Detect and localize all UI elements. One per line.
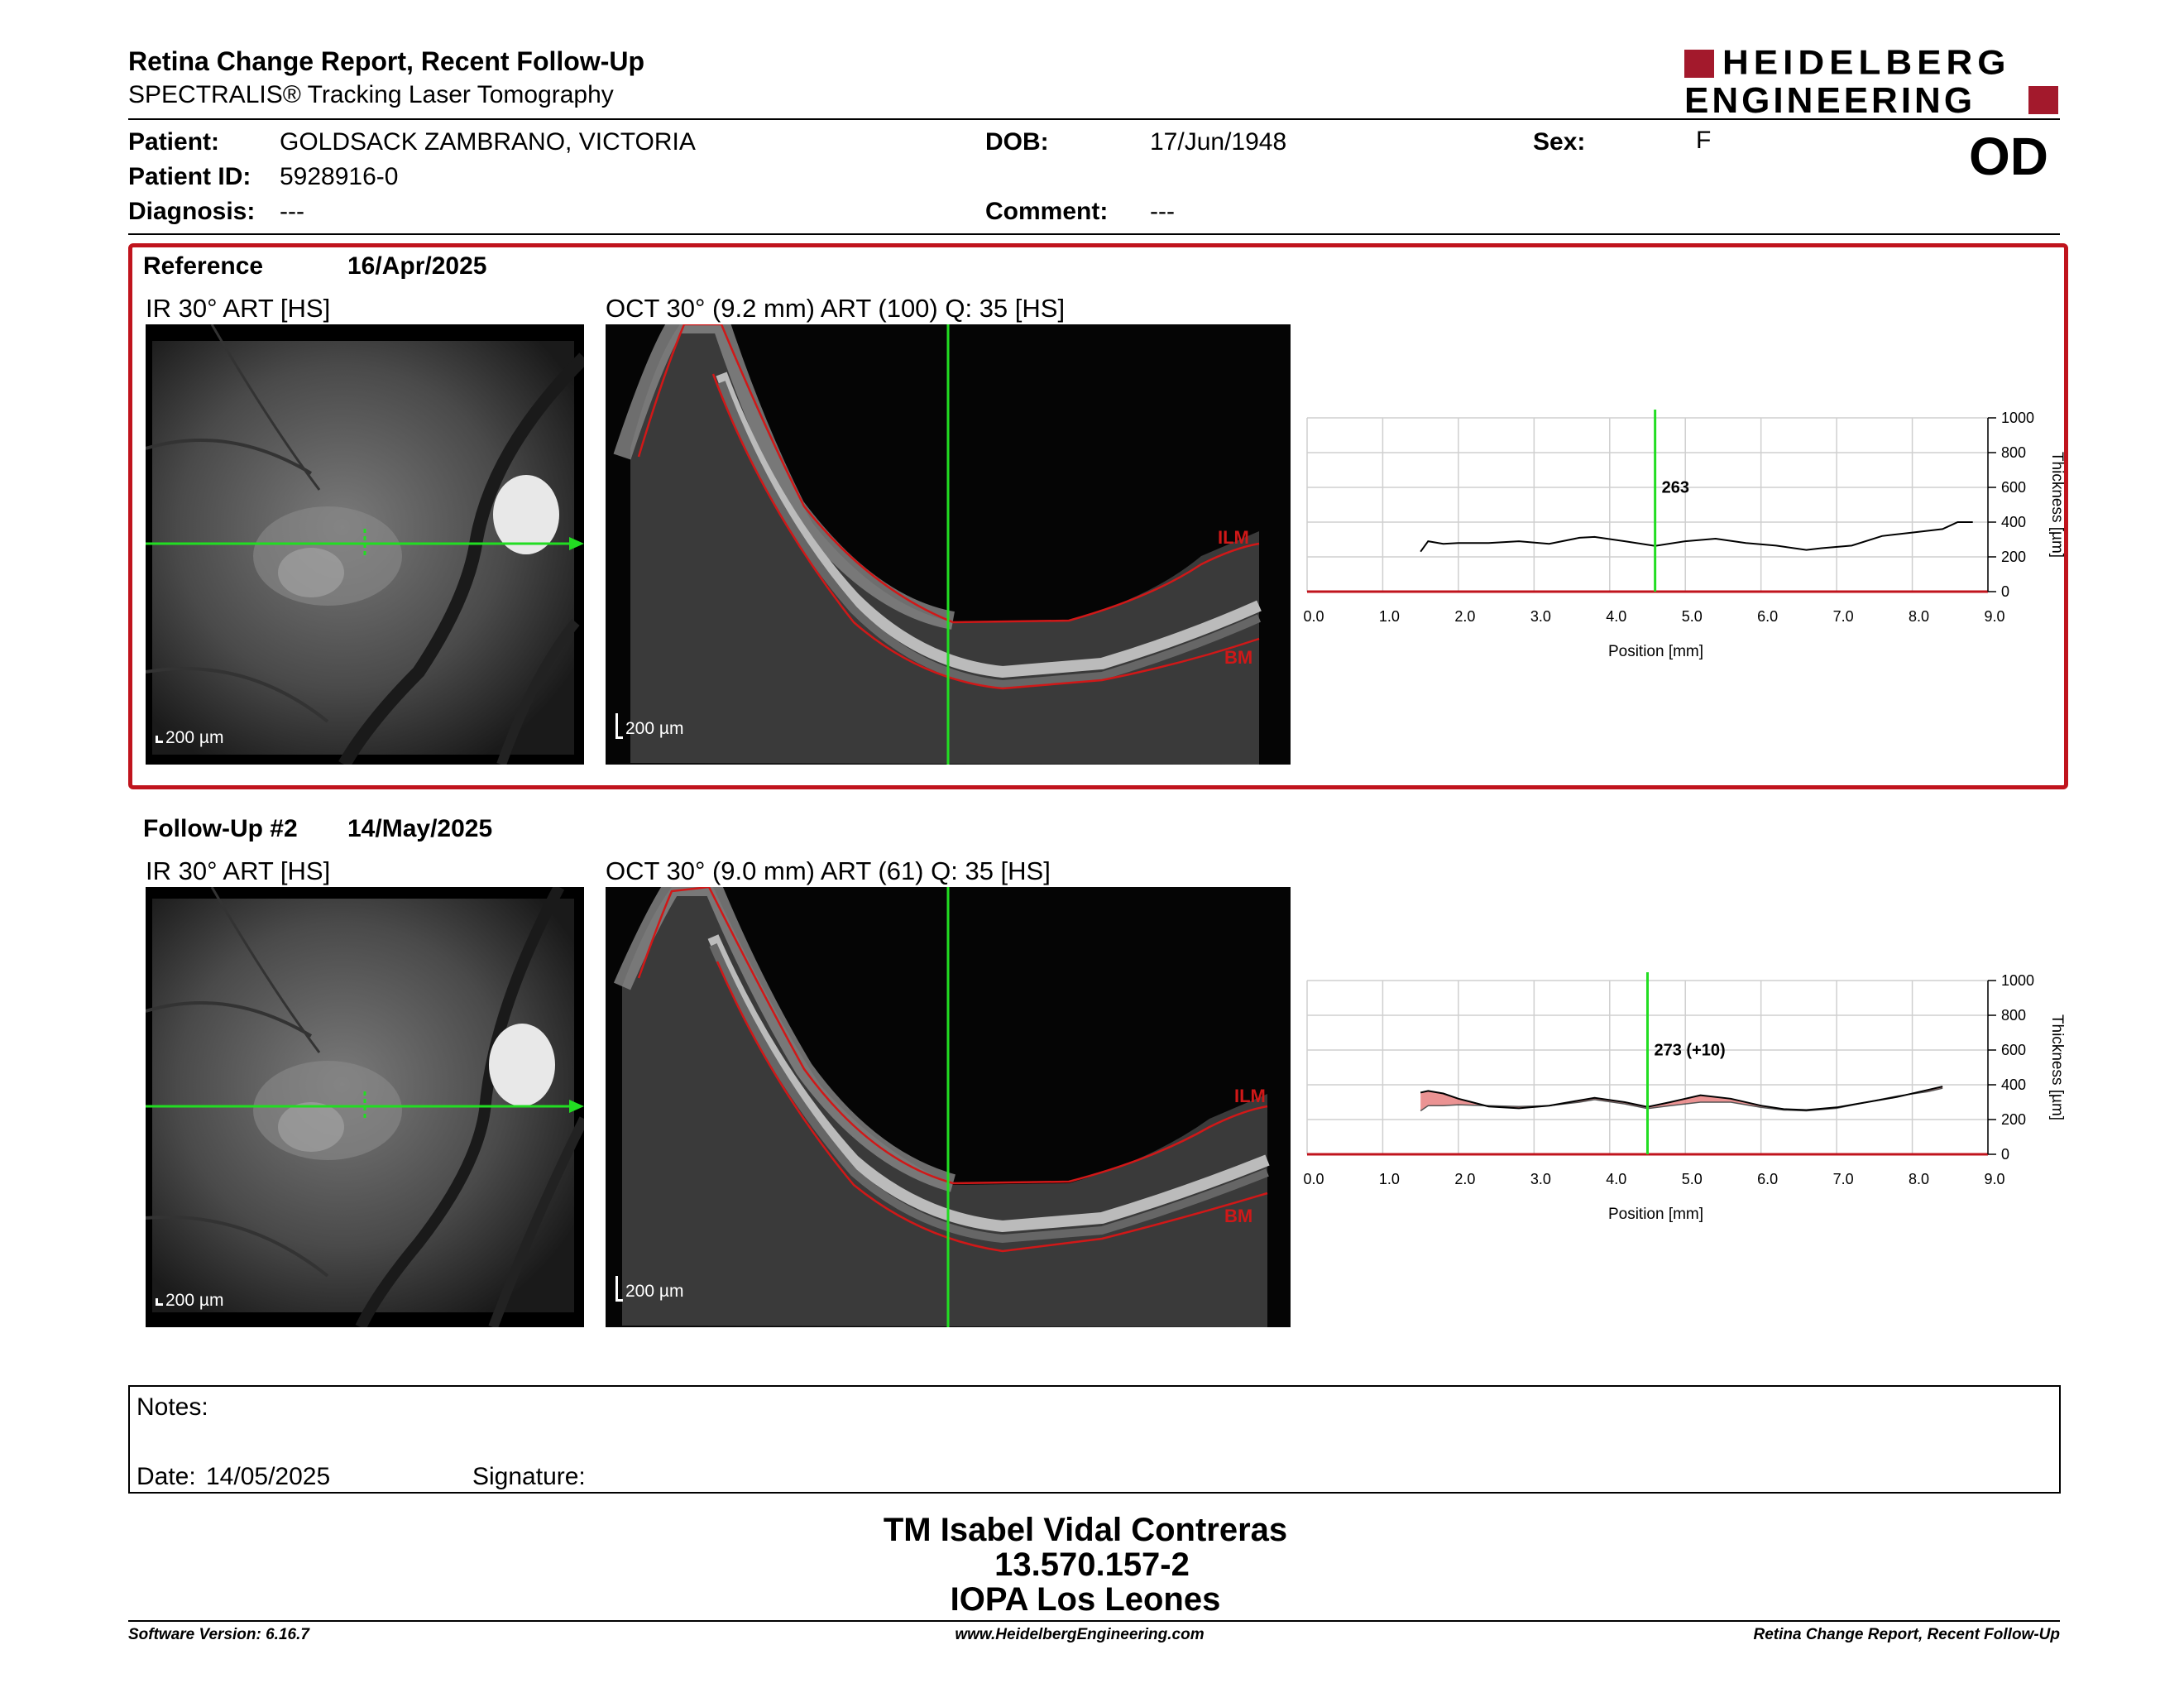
heidelberg-logo: HEIDELBERG ENGINEERING bbox=[1684, 43, 2065, 121]
logo-text-line2: ENGINEERING bbox=[1684, 80, 1976, 121]
reference-frame bbox=[128, 243, 2068, 789]
reference-x-tick-label: 3.0 bbox=[1530, 608, 1551, 625]
reference-x-tick-label: 6.0 bbox=[1757, 608, 1778, 625]
followup-y-axis-label: Thickness [µm] bbox=[2048, 1014, 2066, 1120]
followup-label: Follow-Up #2 bbox=[143, 815, 298, 842]
reference-x-tick-label: 8.0 bbox=[1909, 608, 1929, 625]
logo-text-line1: HEIDELBERG bbox=[1722, 43, 2011, 82]
logo-square-bottom bbox=[2028, 86, 2058, 114]
reference-oct-title: OCT 30° (9.2 mm) ART (100) Q: 35 [HS] bbox=[606, 294, 1066, 323]
notes-label: Notes: bbox=[136, 1393, 208, 1421]
sex-label: Sex: bbox=[1533, 128, 1586, 156]
followup-y-tick-label: 200 bbox=[2001, 1111, 2026, 1128]
notes-date-label: Date: bbox=[136, 1463, 196, 1490]
followup-y-tick-label: 0 bbox=[2001, 1146, 2009, 1163]
reference-label: Reference bbox=[143, 252, 264, 280]
signer-id: 13.570.157-2 bbox=[994, 1547, 1190, 1583]
reference-y-axis-label: Thickness [µm] bbox=[2048, 452, 2066, 558]
followup-date: 14/May/2025 bbox=[347, 815, 493, 842]
logo-square-top bbox=[1684, 50, 1714, 78]
followup-x-tick-label: 7.0 bbox=[1833, 1171, 1854, 1187]
reference-x-tick-label: 7.0 bbox=[1833, 608, 1854, 625]
reference-ir-fundus-image: 200 µm bbox=[146, 324, 584, 765]
followup-y-tick-label: 800 bbox=[2001, 1007, 2026, 1024]
diagnosis-value: --- bbox=[280, 198, 304, 225]
followup-x-tick-label: 2.0 bbox=[1454, 1171, 1475, 1187]
followup-x-axis-label: Position [mm] bbox=[1608, 1206, 1703, 1223]
followup-oct-bscan: ILM BM 200 µm bbox=[606, 887, 1291, 1327]
followup-y-tick-label: 1000 bbox=[2001, 972, 2034, 989]
header-rule bbox=[128, 118, 2060, 120]
reference-x-tick-label: 9.0 bbox=[1984, 608, 2004, 625]
signer-name: TM Isabel Vidal Contreras bbox=[883, 1512, 1288, 1548]
followup-thickness-chart: 0.0 1.0 2.0 3.0 4.0 5.0 6.0 7.0 8.0 9.0 0 200 400 600… bbox=[1303, 972, 2068, 1237]
signer-institution: IOPA Los Leones bbox=[950, 1581, 1221, 1618]
footer-report-name: Retina Change Report, Recent Follow-Up bbox=[1753, 1626, 2060, 1643]
dob-label: DOB: bbox=[985, 128, 1049, 156]
notes-date-value: 14/05/2025 bbox=[206, 1463, 331, 1490]
patient-id: 5928916-0 bbox=[280, 163, 399, 190]
followup-ir-title: IR 30° ART [HS] bbox=[146, 856, 331, 885]
followup-x-tick-label: 6.0 bbox=[1757, 1171, 1778, 1187]
reference-x-axis-label: Position [mm] bbox=[1608, 643, 1703, 660]
reference-oct-bscan: ILM BM 200 µm bbox=[606, 324, 1291, 765]
followup-oct-scale-label: 200 µm bbox=[615, 1276, 683, 1302]
reference-y-tick-label: 400 bbox=[2001, 514, 2026, 530]
notes-box[interactable]: Notes: Date: 14/05/2025 Signature: bbox=[128, 1385, 2061, 1494]
reference-ilm-label: ILM bbox=[1218, 527, 1249, 548]
reference-x-tick-label: 1.0 bbox=[1379, 608, 1400, 625]
reference-bm-label: BM bbox=[1224, 647, 1253, 668]
followup-oct-title: OCT 30° (9.0 mm) ART (61) Q: 35 [HS] bbox=[606, 856, 1051, 885]
reference-y-tick-label: 800 bbox=[2001, 444, 2026, 461]
reference-thickness-line bbox=[1420, 521, 1973, 553]
footer-software-version: Software Version: 6.16.7 bbox=[128, 1626, 309, 1643]
reference-ir-title: IR 30° ART [HS] bbox=[146, 294, 331, 323]
followup-x-tick-label: 4.0 bbox=[1606, 1171, 1626, 1187]
reference-y-tick-label: 600 bbox=[2001, 479, 2026, 496]
reference-chart-svg: 0.0 1.0 2.0 3.0 4.0 5.0 6.0 7.0 8.0 9.0 0 200 400 600… bbox=[1303, 410, 2066, 660]
followup-ir-fundus-image: 200 µm bbox=[146, 887, 584, 1327]
reference-x-tick-label: 4.0 bbox=[1606, 608, 1626, 625]
followup-x-tick-label: 8.0 bbox=[1909, 1171, 1929, 1187]
patient-label: Patient: bbox=[128, 128, 220, 156]
footer-website-link[interactable]: www.HeidelbergEngineering.com bbox=[955, 1626, 1205, 1643]
dob-value: 17/Jun/1948 bbox=[1150, 128, 1287, 156]
followup-y-tick-label: 400 bbox=[2001, 1077, 2026, 1093]
reference-y-tick-label: 1000 bbox=[2001, 410, 2034, 426]
report-title: Retina Change Report, Recent Follow-Up bbox=[128, 46, 645, 76]
reference-x-tick-label: 2.0 bbox=[1454, 608, 1475, 625]
followup-thickness-line bbox=[1420, 1086, 1943, 1111]
reference-oct-scale-label: 200 µm bbox=[615, 713, 683, 739]
reference-cursor-value: 263 bbox=[1662, 478, 1689, 496]
followup-x-tick-label: 1.0 bbox=[1379, 1171, 1400, 1187]
patient-name: GOLDSACK ZAMBRANO, VICTORIA bbox=[280, 128, 696, 156]
comment-value: --- bbox=[1150, 198, 1175, 225]
followup-y-tick-label: 600 bbox=[2001, 1042, 2026, 1058]
followup-x-tick-label: 9.0 bbox=[1984, 1171, 2004, 1187]
diagnosis-label: Diagnosis: bbox=[128, 198, 256, 225]
eye-indicator: OD bbox=[1969, 127, 2048, 186]
reference-x-tick-label: 0.0 bbox=[1303, 608, 1324, 625]
reference-x-tick-label: 5.0 bbox=[1682, 608, 1703, 625]
followup-ir-scale-label: 200 µm bbox=[156, 1291, 223, 1311]
signature-label: Signature: bbox=[472, 1463, 586, 1490]
report-subtitle: SPECTRALIS® Tracking Laser Tomography bbox=[128, 81, 614, 108]
reference-ir-scale-label: 200 µm bbox=[156, 728, 223, 748]
followup-bm-label: BM bbox=[1224, 1206, 1253, 1226]
followup-chart-svg: 0.0 1.0 2.0 3.0 4.0 5.0 6.0 7.0 8.0 9.0 0 200 400 600… bbox=[1303, 972, 2066, 1223]
followup-cursor-value: 273 (+10) bbox=[1655, 1041, 1726, 1059]
footer-rule bbox=[128, 1620, 2060, 1622]
followup-x-tick-label: 0.0 bbox=[1303, 1171, 1324, 1187]
followup-x-tick-label: 5.0 bbox=[1682, 1171, 1703, 1187]
reference-date: 16/Apr/2025 bbox=[347, 252, 487, 280]
followup-ilm-label: ILM bbox=[1234, 1086, 1266, 1106]
comment-label: Comment: bbox=[985, 198, 1109, 225]
reference-y-tick-label: 0 bbox=[2001, 583, 2009, 600]
reference-thickness-chart: 0.0 1.0 2.0 3.0 4.0 5.0 6.0 7.0 8.0 9.0 0 200 400 600… bbox=[1303, 410, 2068, 674]
reference-y-tick-label: 200 bbox=[2001, 549, 2026, 565]
patient-rule bbox=[128, 233, 2060, 235]
followup-x-tick-label: 3.0 bbox=[1530, 1171, 1551, 1187]
patient-id-label: Patient ID: bbox=[128, 163, 251, 190]
sex-value: F bbox=[1696, 127, 1712, 154]
